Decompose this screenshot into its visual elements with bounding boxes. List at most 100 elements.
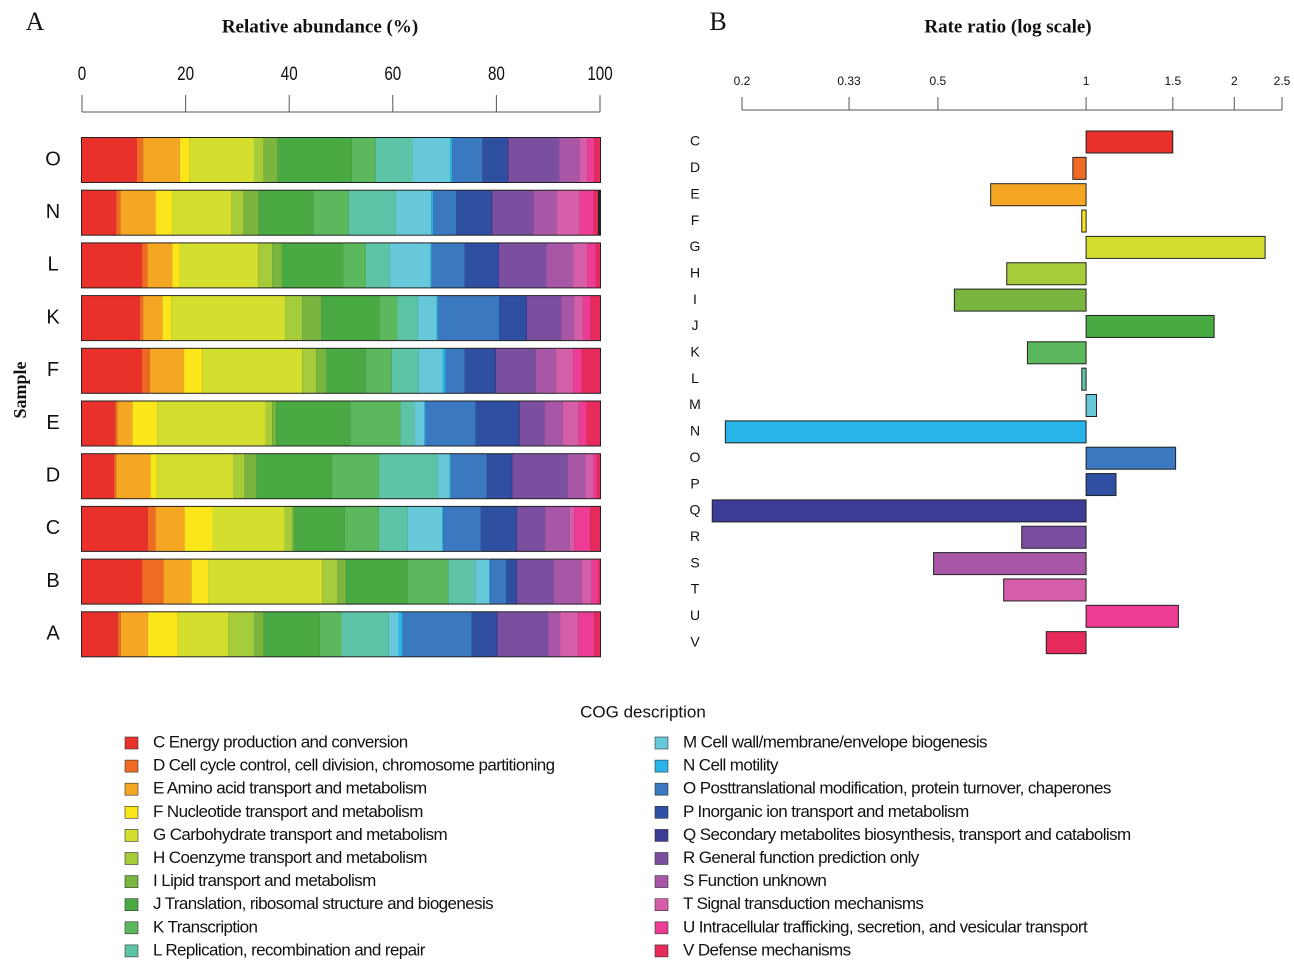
bar-segment <box>155 190 173 235</box>
y-tick-label: I <box>693 291 697 307</box>
chart-title: Rate ratio (log scale) <box>924 16 1091 37</box>
bar-segment <box>555 348 574 393</box>
bar-segment <box>82 348 143 393</box>
bar <box>1085 446 1177 470</box>
bar-segment <box>375 138 413 182</box>
bar-segment <box>389 243 431 288</box>
legend-label: N Cell motility <box>683 756 779 775</box>
legend-label: I Lipid transport and metabolism <box>153 871 376 890</box>
bar-segment <box>116 190 121 235</box>
bar-segment <box>498 296 526 341</box>
bar-segment <box>157 401 266 446</box>
bar-segment <box>82 243 143 288</box>
bar-segment <box>231 190 244 235</box>
bar <box>953 288 1087 312</box>
bar-segment <box>567 454 586 499</box>
bar-segment <box>585 454 594 499</box>
y-tick-label: S <box>690 554 699 570</box>
bar-segment <box>590 506 600 551</box>
y-tick-label: C <box>46 517 60 539</box>
y-tick-label: O <box>690 449 701 465</box>
bar-segment <box>114 454 117 499</box>
bar-segment <box>560 612 579 657</box>
bar-segment <box>325 348 366 393</box>
bar-segment <box>272 401 277 446</box>
legend-label: P Inorganic ion transport and metabolism <box>683 802 969 821</box>
bar-segment <box>425 401 476 446</box>
bar-segment <box>120 612 148 657</box>
bar-segment <box>82 559 143 604</box>
bar-segment <box>143 296 163 341</box>
legend-label: O Posttranslational modification, protei… <box>683 779 1111 798</box>
y-tick-label: C <box>690 133 700 149</box>
bar-segment <box>593 190 598 235</box>
y-tick-label: N <box>690 423 700 439</box>
bar-segment <box>202 348 303 393</box>
y-tick-label: V <box>690 633 700 649</box>
bar <box>711 499 1087 523</box>
bar-segment <box>348 190 396 235</box>
bar-segment <box>591 559 598 604</box>
x-tick-label: 0.2 <box>734 74 751 88</box>
legend-label: T Signal transduction mechanisms <box>683 894 923 913</box>
bar <box>1085 314 1215 338</box>
bar-segment <box>586 401 600 446</box>
y-tick-label: F <box>691 212 700 228</box>
chart-title: Relative abundance (%) <box>222 16 418 37</box>
bar-segment <box>284 506 293 551</box>
x-tick-label: 100 <box>587 62 612 84</box>
bar-segment <box>573 243 588 288</box>
bar-segment <box>149 348 185 393</box>
bar-segment <box>518 401 520 446</box>
y-tick-label: K <box>46 306 60 328</box>
bar-segment <box>184 506 213 551</box>
bar-segment <box>378 454 438 499</box>
bar-segment <box>574 296 583 341</box>
bar-segment <box>525 296 527 341</box>
bar-segment <box>464 243 498 288</box>
bar <box>1021 525 1087 549</box>
bar-segment <box>533 190 558 235</box>
legend-swatch <box>654 736 669 750</box>
bar-segment <box>496 612 498 657</box>
bar-segment <box>450 138 453 182</box>
bar-segment <box>495 348 536 393</box>
bar-segment <box>574 506 591 551</box>
bar-segment <box>388 612 399 657</box>
bar-segment <box>562 401 579 446</box>
bar-segment <box>412 138 451 182</box>
bar-segment <box>398 612 403 657</box>
bar-segment <box>581 559 592 604</box>
legend-swatch <box>654 921 669 935</box>
x-tick-label: 0 <box>78 62 86 84</box>
bar-segment <box>132 401 158 446</box>
bar-segment <box>430 243 432 288</box>
bar <box>1045 631 1087 655</box>
legend-label: S Function unknown <box>683 871 826 890</box>
bar-segment <box>150 454 157 499</box>
bar-segment <box>545 506 570 551</box>
bar-segment <box>594 612 600 657</box>
bar-segment <box>263 138 278 182</box>
bar <box>724 420 1087 444</box>
bar-segment <box>228 612 254 657</box>
bar-segment <box>595 243 600 288</box>
bar-segment <box>350 401 401 446</box>
bar-segment <box>587 138 595 182</box>
bar-segment <box>243 190 259 235</box>
bar-segment <box>526 296 562 341</box>
bar-segment <box>147 506 156 551</box>
bar-segment <box>272 243 282 288</box>
legend-swatch <box>654 782 669 796</box>
bar-segment <box>147 612 178 657</box>
bar-segment <box>498 243 547 288</box>
y-axis-label: Sample <box>10 361 30 418</box>
legend-label: V Defense mechanisms <box>683 940 851 959</box>
bar-segment <box>82 506 148 551</box>
bar-segment <box>140 296 144 341</box>
bar-segment <box>397 296 418 341</box>
y-tick-label: E <box>46 412 59 434</box>
y-tick-label: G <box>690 238 701 254</box>
bar-segment <box>351 138 376 182</box>
bar-segment <box>179 243 259 288</box>
